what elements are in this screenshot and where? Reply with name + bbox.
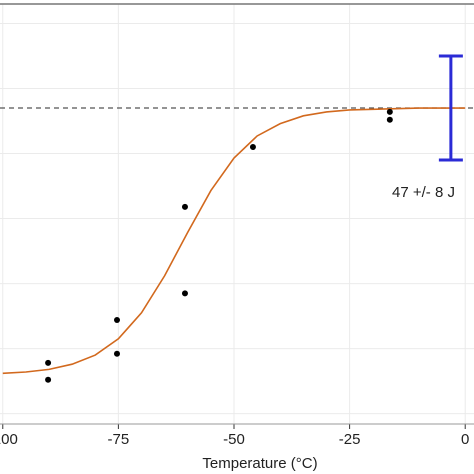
- data-point: [249, 144, 256, 151]
- panel: [0, 4, 474, 424]
- x-tick-label: -50: [223, 431, 245, 448]
- data-point: [181, 290, 188, 297]
- data-point: [113, 350, 120, 357]
- x-tick-label: -25: [339, 431, 361, 448]
- fit-curve: [2, 107, 466, 375]
- x-tick-label: -75: [108, 431, 130, 448]
- x-tick-label: -100: [0, 431, 18, 448]
- x-axis-label: Temperature (°C): [202, 455, 317, 472]
- data-point: [113, 316, 120, 323]
- error-bar: [438, 54, 463, 162]
- x-tick-label: 0: [461, 431, 469, 448]
- data-point: [45, 359, 52, 366]
- data-point: [386, 108, 393, 115]
- data-point: [45, 376, 52, 383]
- annotation: 47 +/- 8 J: [392, 184, 455, 201]
- data-point: [181, 203, 188, 210]
- data-point: [386, 116, 393, 123]
